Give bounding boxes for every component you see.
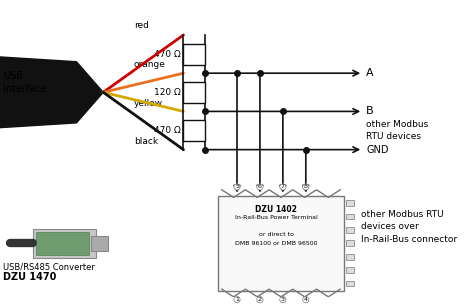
Bar bbox=[183, 43, 204, 65]
Text: other Modbus RTU
devices over
In-Rail-Bus connector: other Modbus RTU devices over In-Rail-Bu… bbox=[361, 210, 457, 244]
Polygon shape bbox=[0, 57, 103, 128]
Text: orange: orange bbox=[134, 60, 166, 69]
Bar bbox=[346, 254, 354, 259]
Text: 3: 3 bbox=[281, 297, 285, 302]
Bar bbox=[346, 227, 354, 233]
Text: black: black bbox=[134, 137, 158, 146]
Text: A: A bbox=[366, 68, 374, 78]
Text: 5: 5 bbox=[235, 185, 239, 189]
Bar bbox=[36, 232, 89, 255]
Bar bbox=[346, 281, 354, 286]
Text: 8: 8 bbox=[304, 185, 308, 189]
Text: 1: 1 bbox=[235, 297, 239, 302]
Bar bbox=[346, 214, 354, 219]
Text: 4: 4 bbox=[304, 297, 308, 302]
Bar bbox=[14, 222, 119, 289]
Text: DZU 1402: DZU 1402 bbox=[255, 205, 297, 214]
Bar bbox=[346, 267, 354, 273]
Text: B: B bbox=[366, 106, 374, 116]
Bar bbox=[183, 120, 204, 141]
Text: red: red bbox=[134, 21, 149, 30]
Text: or direct to: or direct to bbox=[259, 232, 294, 237]
Bar bbox=[346, 200, 354, 206]
Text: 7: 7 bbox=[281, 185, 285, 189]
Text: USB
Interface: USB Interface bbox=[3, 71, 46, 94]
Bar bbox=[91, 236, 108, 251]
Text: DZU 1470: DZU 1470 bbox=[3, 272, 56, 282]
Text: 470 Ω: 470 Ω bbox=[154, 126, 181, 135]
Text: DMB 96100 or DMB 96500: DMB 96100 or DMB 96500 bbox=[235, 241, 318, 246]
Text: other Modbus
RTU devices: other Modbus RTU devices bbox=[366, 120, 428, 141]
Bar bbox=[34, 229, 96, 258]
Text: 120 Ω: 120 Ω bbox=[154, 88, 181, 97]
Text: 2: 2 bbox=[258, 297, 262, 302]
Bar bbox=[346, 241, 354, 246]
Text: In-Rail-Bus Power Terminal: In-Rail-Bus Power Terminal bbox=[235, 215, 318, 220]
Text: 470 Ω: 470 Ω bbox=[154, 50, 181, 58]
Text: yellow: yellow bbox=[134, 99, 163, 108]
Bar bbox=[183, 82, 204, 103]
Bar bbox=[218, 196, 344, 291]
Text: USB/RS485 Converter: USB/RS485 Converter bbox=[3, 263, 95, 271]
Text: 6: 6 bbox=[258, 185, 262, 189]
Text: GND: GND bbox=[366, 145, 389, 155]
